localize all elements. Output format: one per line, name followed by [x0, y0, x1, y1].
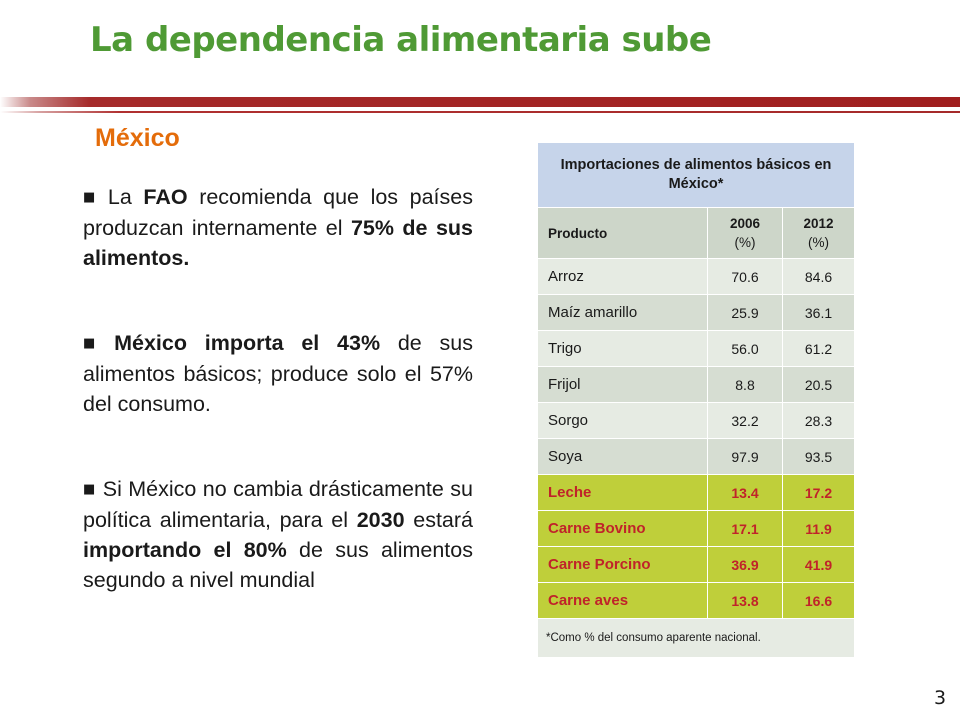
bullet-item: ■ La FAO recomienda que los países produz… — [83, 182, 473, 273]
row-value-2012: 36.1 — [781, 294, 856, 331]
header-2012: 2012 (%) — [781, 207, 856, 259]
row-value-2006: 56.0 — [707, 330, 783, 367]
slide-subtitle: México — [95, 124, 180, 152]
row-value-2012: 16.6 — [781, 582, 856, 619]
table-row: Carne Porcino 36.9 41.9 — [537, 546, 856, 583]
bullet-text-bold: importando el 80% — [83, 538, 287, 562]
table-title: Importaciones de alimentos básicos en Mé… — [536, 142, 856, 208]
bullet-text: de sus alimentos básicos; produce solo e… — [83, 331, 473, 416]
row-value-2006: 8.8 — [707, 366, 783, 403]
row-value-2006: 36.9 — [707, 546, 783, 583]
bullet-text: La — [107, 185, 144, 209]
bullet-text: recomienda que los países produzcan inte… — [83, 185, 473, 240]
row-value-2006: 13.4 — [707, 474, 783, 511]
table-row: Sorgo 32.2 28.3 — [537, 402, 856, 439]
bullet-list: ■ La FAO recomienda que los países produz… — [83, 182, 473, 650]
table-row: Carne Bovino 17.1 11.9 — [537, 510, 856, 547]
row-value-2006: 13.8 — [707, 582, 783, 619]
row-value-2006: 97.9 — [707, 438, 783, 475]
row-value-2006: 17.1 — [707, 510, 783, 547]
row-value-2012: 41.9 — [781, 546, 856, 583]
header-2012-year: 2012 — [803, 216, 834, 231]
row-product: Arroz — [537, 258, 708, 295]
row-value-2012: 28.3 — [781, 402, 856, 439]
row-product: Carne aves — [537, 582, 708, 619]
header-2006-unit: (%) — [734, 235, 756, 250]
row-value-2012: 11.9 — [781, 510, 856, 547]
header-2012-unit: (%) — [808, 235, 829, 250]
row-value-2012: 20.5 — [781, 366, 856, 403]
row-value-2012: 84.6 — [781, 258, 856, 295]
bullet-text-bold: 2030 — [356, 508, 405, 532]
row-value-2012: 93.5 — [781, 438, 856, 475]
accent-bar — [0, 97, 960, 107]
row-product: Carne Bovino — [537, 510, 708, 547]
table-row: Leche 13.4 17.2 — [537, 474, 856, 511]
bullet-text: de sus alimentos segundo a nivel mundial — [83, 538, 473, 592]
bullet-text-bold: México importa el 43% — [114, 331, 381, 355]
table-row: Maíz amarillo 25.9 36.1 — [537, 294, 856, 331]
table-footnote-row: *Como % del consumo aparente nacional. — [536, 618, 856, 658]
bullet-square-icon: ■ — [83, 482, 96, 497]
bullet-square-icon: ■ — [83, 336, 108, 351]
row-product: Sorgo — [537, 402, 708, 439]
bullet-square-icon: ■ — [83, 190, 101, 205]
row-value-2006: 25.9 — [707, 294, 783, 331]
row-product: Trigo — [537, 330, 708, 367]
row-product: Maíz amarillo — [537, 294, 708, 331]
bullet-text-bold: 75% de sus alimentos. — [83, 216, 473, 270]
header-product: Producto — [537, 207, 708, 259]
row-value-2012: 61.2 — [781, 330, 856, 367]
row-product: Leche — [537, 474, 708, 511]
bullet-text: estará — [404, 508, 473, 532]
bullet-text: Si México no cambia drásticamente su pol… — [83, 477, 473, 532]
row-value-2012: 17.2 — [781, 474, 856, 511]
row-product: Carne Porcino — [537, 546, 708, 583]
slide-title: La dependencia alimentaria sube — [90, 20, 712, 60]
imports-table: Importaciones de alimentos básicos en Mé… — [536, 142, 856, 658]
table-row: Frijol 8.8 20.5 — [537, 366, 856, 403]
page-number: 3 — [934, 687, 947, 709]
bullet-text-bold: FAO — [143, 185, 188, 209]
header-2006-year: 2006 — [729, 216, 761, 231]
table-row: Carne aves 13.8 16.6 — [537, 582, 856, 619]
row-value-2006: 70.6 — [707, 258, 783, 295]
bullet-item: ■ Si México no cambia drásticamente su po… — [83, 474, 473, 595]
table-title-row: Importaciones de alimentos básicos en Mé… — [536, 142, 856, 208]
header-2006: 2006 (%) — [707, 207, 783, 259]
row-product: Frijol — [537, 366, 708, 403]
row-product: Soya — [537, 438, 708, 475]
accent-line — [0, 111, 960, 113]
table-header-row: Producto 2006 (%) 2012 (%) — [537, 207, 856, 259]
table-row: Arroz 70.6 84.6 — [537, 258, 856, 295]
bullet-item: ■ México importa el 43% de sus alimentos … — [83, 328, 473, 419]
table-row: Trigo 56.0 61.2 — [537, 330, 856, 367]
row-value-2006: 32.2 — [707, 402, 783, 439]
table-footnote: *Como % del consumo aparente nacional. — [536, 618, 856, 658]
table-row: Soya 97.9 93.5 — [537, 438, 856, 475]
